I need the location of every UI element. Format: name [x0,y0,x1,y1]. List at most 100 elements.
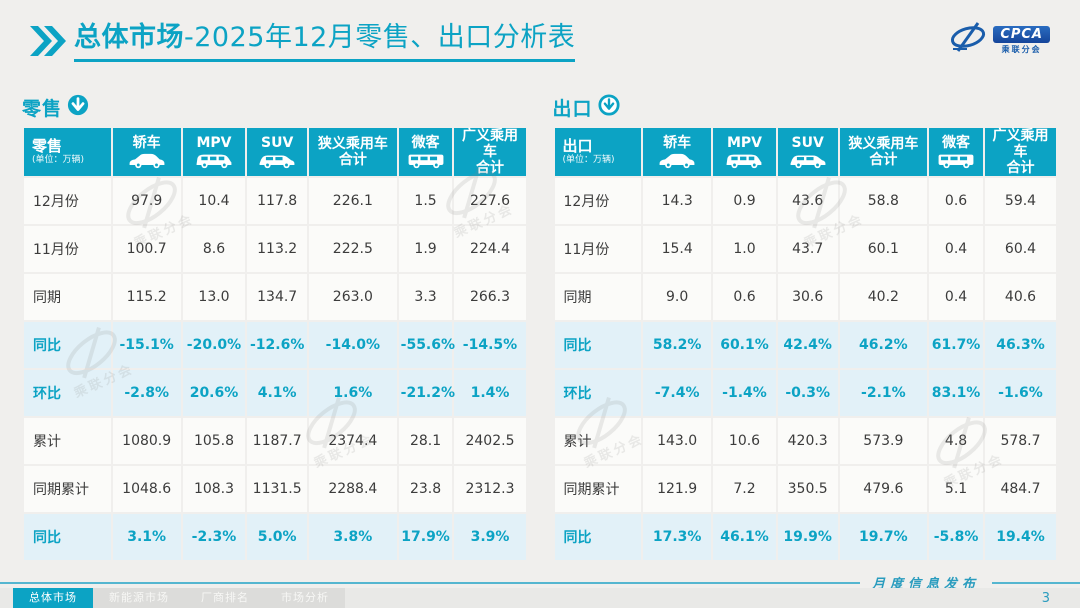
row-label: 11月份 [24,226,111,272]
column-header-suv: SUV [247,128,308,176]
data-cell: 1187.7 [247,418,308,464]
data-cell: 105.8 [182,418,246,464]
data-cell: -0.3% [777,370,838,416]
data-cell: 143.0 [643,418,712,464]
page-title: 总体市场-2025年12月零售、出口分析表 [74,22,576,62]
data-cell: 1131.5 [247,466,308,512]
data-cell: 7.2 [713,466,776,512]
mpv-car-icon [715,153,774,169]
tab-厂商排名[interactable]: 厂商排名 [185,588,265,608]
row-label: 同比 [554,322,642,368]
data-cell: 1080.9 [112,418,181,464]
data-cell: -14.0% [309,322,397,368]
column-header-mpv: MPV [182,128,246,176]
column-header-微客: 微客 [398,128,453,176]
retail-row-12月份: 12月份 97.9 10.4 117.8 226.1 1.5 227.6 [24,178,526,224]
export-row-同比: 同比 58.2% 60.1% 42.4% 46.2% 61.7% 46.3% [554,322,1056,368]
mpv-car-icon [185,153,244,169]
tab-总体市场[interactable]: 总体市场 [13,588,93,608]
data-cell: 479.6 [839,466,928,512]
data-cell: 222.5 [309,226,397,272]
retail-row-同比: 同比 -15.1% -20.0% -12.6% -14.0% -55.6% -14.5% [24,322,526,368]
sedan-car-icon [645,153,709,169]
data-cell: 1.6% [309,370,397,416]
tab-市场分析[interactable]: 市场分析 [265,588,345,608]
data-cell: 43.6 [777,178,838,224]
data-cell: -7.4% [643,370,712,416]
export-row-11月份: 11月份 15.4 1.0 43.7 60.1 0.4 60.4 [554,226,1056,272]
circle-down-arrow-filled-icon [67,94,89,120]
data-cell: -55.6% [398,322,455,368]
suv-car-icon [249,153,305,169]
column-header-广义乘用车: 广义乘用车 合计 [454,128,526,176]
data-cell: 15.4 [643,226,712,272]
export-table: 出口 (单位：万辆) 轿车 MPV SUV 狭义乘用车 合计 微客 广义乘用车 合计 12月份 14.… [553,126,1059,562]
export-row-累计: 累计 143.0 10.6 420.3 573.9 4.8 578.7 [554,418,1056,464]
column-header-微客: 微客 [929,128,983,176]
row-label: 同比 [24,322,111,368]
data-cell: 350.5 [777,466,838,512]
export-label-text: 出口 [552,97,593,120]
export-row-同期累计: 同期累计 121.9 7.2 350.5 479.6 5.1 484.7 [554,466,1056,512]
data-cell: -5.8% [929,514,983,560]
retail-row-累计: 累计 1080.9 105.8 1187.7 2374.4 28.1 2402.5 [24,418,526,464]
data-cell: 59.4 [984,178,1056,224]
data-cell: 1048.6 [112,466,181,512]
data-cell: 5.0% [247,514,308,560]
data-cell: 573.9 [839,418,928,464]
retail-table: 零售 (单位：万辆) 轿车 MPV SUV 狭义乘用车 合计 微客 广义乘用车 合计 12月份 97.… [22,126,528,562]
data-cell: -12.6% [247,322,308,368]
data-cell: 4.8 [929,418,983,464]
data-cell: 40.6 [984,274,1056,320]
data-cell: -1.4% [713,370,776,416]
data-cell: -14.5% [454,322,526,368]
data-cell: 263.0 [309,274,397,320]
data-cell: -15.1% [112,322,181,368]
tables-area: 零售 零售 (单位：万辆) 轿车 MPV SUV 狭义乘用车 合计 微客 广义乘用车 合计 12月份… [22,94,1058,562]
data-cell: 19.4% [984,514,1056,560]
data-cell: 2288.4 [309,466,397,512]
data-cell: 121.9 [643,466,712,512]
data-cell: 115.2 [112,274,181,320]
row-label: 同期累计 [24,466,111,512]
cpca-badge: CPCA [993,25,1050,43]
retail-section: 零售 零售 (单位：万辆) 轿车 MPV SUV 狭义乘用车 合计 微客 广义乘用车 合计 12月份… [22,94,528,562]
minibus-icon [401,153,451,169]
data-cell: 224.4 [454,226,526,272]
cpca-logo: CPCA 乘联分会 [947,22,1050,58]
data-cell: 0.9 [713,178,776,224]
export-section-label: 出口 [553,94,1059,120]
retail-label-text: 零售 [22,97,63,120]
column-header-轿车: 轿车 [643,128,712,176]
data-cell: 2312.3 [454,466,526,512]
data-cell: 58.8 [839,178,928,224]
data-cell: 58.2% [643,322,712,368]
data-cell: 14.3 [643,178,712,224]
retail-table-host: 零售 (单位：万辆) 轿车 MPV SUV 狭义乘用车 合计 微客 广义乘用车 合计 12月份 97.… [22,126,528,562]
data-cell: 61.7% [929,322,983,368]
data-cell: 227.6 [454,178,526,224]
data-cell: 13.0 [182,274,246,320]
export-row-环比: 环比 -7.4% -1.4% -0.3% -2.1% 83.1% -1.6% [554,370,1056,416]
retail-row-同期累计: 同期累计 1048.6 108.3 1131.5 2288.4 23.8 2312.3 [24,466,526,512]
data-cell: 117.8 [247,178,308,224]
row-label: 累计 [24,418,111,464]
data-cell: 19.7% [839,514,928,560]
row-label: 同比 [554,514,642,560]
column-header-狭义乘用车: 狭义乘用车 合计 [309,128,397,176]
data-cell: -2.3% [182,514,246,560]
page-number: 3 [1041,591,1050,606]
data-cell: 60.4 [984,226,1056,272]
row-label: 同期 [554,274,642,320]
export-table-host: 出口 (单位：万辆) 轿车 MPV SUV 狭义乘用车 合计 微客 广义乘用车 合计 12月份 14.… [553,126,1059,562]
minibus-icon [931,153,981,169]
data-cell: 9.0 [643,274,712,320]
data-cell: 2402.5 [454,418,526,464]
bottom-tab-bar: 总体市场 新能源市场 厂商排名 市场分析 [0,588,1080,608]
row-label: 同期 [24,274,111,320]
export-row-同期: 同期 9.0 0.6 30.6 40.2 0.4 40.6 [554,274,1056,320]
data-cell: 28.1 [398,418,453,464]
data-cell: 10.6 [713,418,776,464]
tab-新能源市场[interactable]: 新能源市场 [93,588,185,608]
